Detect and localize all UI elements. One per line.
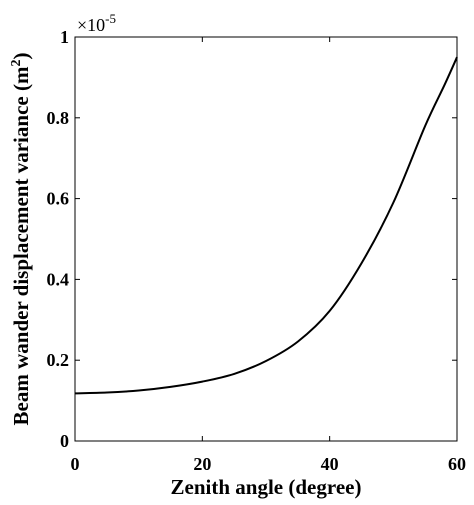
ticks (74, 36, 458, 442)
y-axis-title-close: ) (9, 53, 33, 60)
y-tick-label: 0.2 (47, 350, 70, 370)
tick-labels: 0 20 40 60 0 0.2 0.4 0.6 0.8 1 (47, 27, 467, 474)
x-axis-title: Zenith angle (degree) (171, 475, 362, 499)
x-tick-label: 60 (448, 454, 466, 474)
y-multiplier-base: ×10 (77, 15, 105, 35)
y-multiplier: ×10-5 (77, 11, 116, 35)
y-multiplier-exponent: -5 (105, 11, 116, 26)
y-tick-label: 0 (60, 431, 69, 451)
series-line (74, 56, 458, 395)
y-axis-title-sup: 2 (9, 60, 24, 67)
y-axis-title-main: Beam wander displacement variance (m (9, 66, 33, 425)
x-tick-label: 20 (193, 454, 211, 474)
y-tick-label: 1 (60, 27, 69, 47)
x-tick-label: 0 (71, 454, 80, 474)
y-tick-label: 0.4 (47, 269, 70, 289)
x-tick-label: 40 (321, 454, 339, 474)
y-tick-label: 0.8 (47, 108, 70, 128)
plot-frame (74, 36, 458, 442)
y-tick-label: 0.6 (47, 189, 70, 209)
y-axis-title: Beam wander displacement variance (m2) (9, 53, 33, 426)
